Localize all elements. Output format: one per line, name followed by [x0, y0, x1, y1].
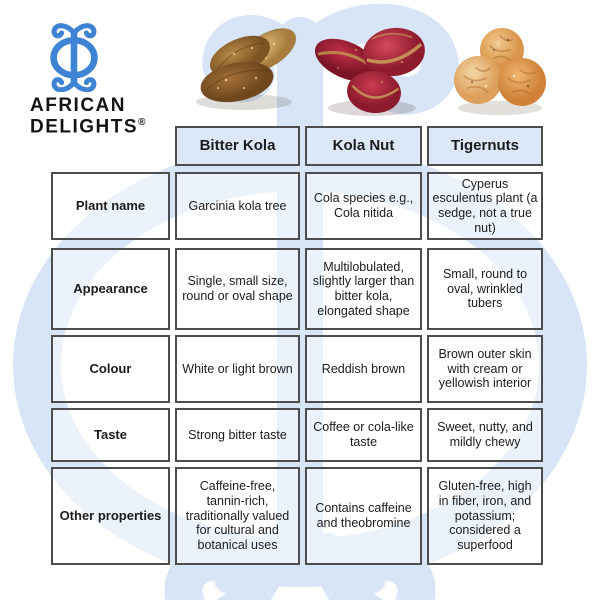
- registered-mark: ®: [138, 116, 146, 128]
- bitter-kola-photo: [196, 28, 297, 110]
- brand-block: AFRICAN DELIGHTS®: [30, 22, 180, 138]
- cell-other-properties-kola-nut: Contains caffeine and theobromine: [305, 467, 422, 565]
- brand-logo-icon: [50, 23, 98, 92]
- row-label-colour: Colour: [51, 335, 170, 403]
- table-row: Appearance Single, small size, round or …: [51, 248, 543, 330]
- table-row: Taste Strong bitter taste Coffee or cola…: [51, 408, 543, 462]
- tigernuts-photo: [454, 28, 546, 115]
- cell-appearance-kola-nut: Multilobulated, slightly larger than bit…: [305, 248, 422, 330]
- cell-taste-tigernuts: Sweet, nutty, and mildly chewy: [427, 408, 543, 462]
- cell-taste-kola-nut: Coffee or cola-like taste: [305, 408, 422, 462]
- column-header-kola-nut: Kola Nut: [305, 126, 422, 166]
- column-header-bitter-kola: Bitter Kola: [175, 126, 300, 166]
- kola-nut-photo: [314, 27, 425, 116]
- row-label-taste: Taste: [51, 408, 170, 462]
- cell-appearance-tigernuts: Small, round to oval, wrinkled tubers: [427, 248, 543, 330]
- row-label-plant-name: Plant name: [51, 172, 170, 240]
- brand-name-line1: AFRICAN: [30, 95, 126, 116]
- cell-plant-name-tigernuts: Cyperus esculentus plant (a sedge, not a…: [427, 172, 543, 240]
- cell-colour-kola-nut: Reddish brown: [305, 335, 422, 403]
- table-row: Colour White or light brown Reddish brow…: [51, 335, 543, 403]
- table-header-row: Bitter Kola Kola Nut Tigernuts: [175, 126, 543, 166]
- cell-plant-name-kola-nut: Cola species e.g., Cola nitida: [305, 172, 422, 240]
- table-row: Other properties Caffeine-free, tannin-r…: [51, 467, 543, 565]
- cell-colour-tigernuts: Brown outer skin with cream or yellowish…: [427, 335, 543, 403]
- row-label-other-properties: Other properties: [51, 467, 170, 565]
- cell-taste-bitter-kola: Strong bitter taste: [175, 408, 300, 462]
- row-label-appearance: Appearance: [51, 248, 170, 330]
- cell-other-properties-tigernuts: Gluten-free, high in fiber, iron, and po…: [427, 467, 543, 565]
- cell-colour-bitter-kola: White or light brown: [175, 335, 300, 403]
- brand-name-line2: DELIGHTS®: [30, 116, 146, 138]
- cell-plant-name-bitter-kola: Garcinia kola tree: [175, 172, 300, 240]
- cell-appearance-bitter-kola: Single, small size, round or oval shape: [175, 248, 300, 330]
- table-row: Plant name Garcinia kola tree Cola speci…: [51, 172, 543, 240]
- cell-other-properties-bitter-kola: Caffeine-free, tannin-rich, traditionall…: [175, 467, 300, 565]
- column-header-tigernuts: Tigernuts: [427, 126, 543, 166]
- brand-name: AFRICAN DELIGHTS®: [30, 95, 180, 138]
